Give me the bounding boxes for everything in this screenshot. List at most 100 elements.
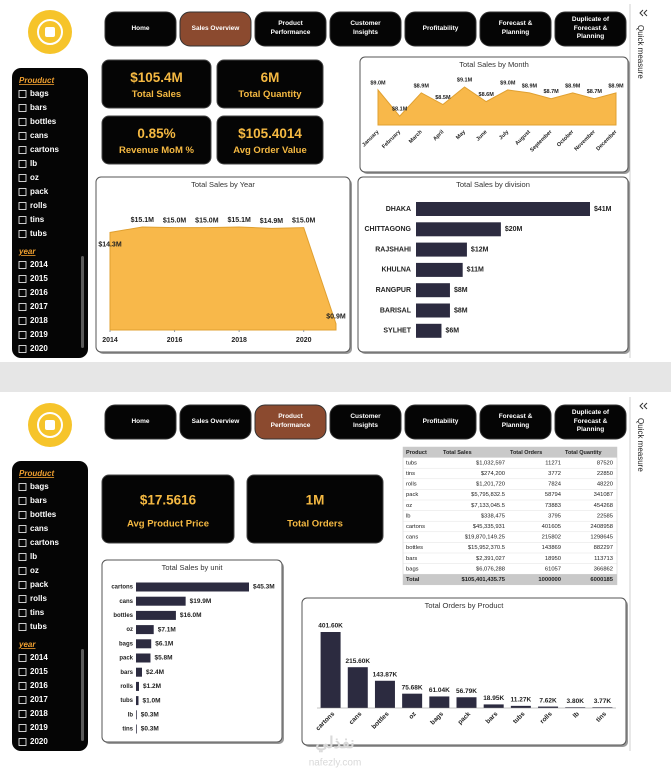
nav-label[interactable]: Sales Overview <box>191 417 240 425</box>
nav-button[interactable] <box>479 404 552 440</box>
y-tick-label: cans <box>119 599 133 605</box>
nav-button[interactable] <box>554 404 627 440</box>
nav-label-box[interactable]: Forecast & Planning <box>480 405 551 439</box>
table-cell: rolls <box>406 482 417 488</box>
nav-button[interactable] <box>179 11 252 47</box>
checkbox[interactable] <box>18 483 27 491</box>
checkbox[interactable] <box>18 553 27 561</box>
checkbox[interactable] <box>18 345 27 353</box>
checkbox[interactable] <box>18 289 27 297</box>
slicer-item: pack <box>30 187 49 196</box>
table-cell: $274,200 <box>481 471 505 477</box>
nav-label-box[interactable]: Sales Overview <box>180 12 251 46</box>
nav-button[interactable] <box>104 11 177 47</box>
nav-label-box[interactable]: Forecast & Planning <box>480 12 551 46</box>
table-cell: $2,391,027 <box>476 556 505 562</box>
nav-label[interactable]: Duplicate of Forecast & Planning <box>571 15 610 41</box>
nav-label[interactable]: Home <box>131 24 150 32</box>
checkbox[interactable] <box>18 90 27 98</box>
checkbox[interactable] <box>18 331 27 339</box>
nav-button[interactable] <box>254 11 327 47</box>
nav-label[interactable]: Forecast & Planning <box>498 20 533 36</box>
nav-label[interactable]: Product Performance <box>270 413 311 429</box>
nav-label-box[interactable]: Home <box>105 12 176 46</box>
slicer-item: tubs <box>30 622 47 631</box>
checkbox[interactable] <box>18 682 27 690</box>
checkbox[interactable] <box>18 230 27 238</box>
card-value: $105.4M <box>130 70 183 85</box>
slicer-scrollbar <box>81 256 84 348</box>
nav-label[interactable]: Product Performance <box>270 20 311 36</box>
checkbox[interactable] <box>18 710 27 718</box>
checkbox[interactable] <box>18 696 27 704</box>
checkbox[interactable] <box>18 595 27 603</box>
checkbox[interactable] <box>18 275 27 283</box>
checkbox[interactable] <box>18 724 27 732</box>
nav-button[interactable] <box>329 11 402 47</box>
nav-label[interactable]: Customer Insights <box>350 413 381 429</box>
nav-label[interactable]: Forecast & Planning <box>498 413 533 429</box>
checkbox[interactable] <box>18 146 27 154</box>
nav-label[interactable]: Profitability <box>422 417 459 425</box>
data-label: $8.9M <box>414 83 430 89</box>
table-cell: cans <box>406 535 418 541</box>
data-label: $20M <box>505 226 523 233</box>
checkbox[interactable] <box>18 738 27 746</box>
nav-button[interactable] <box>404 11 477 47</box>
nav-label[interactable]: Profitability <box>422 24 459 32</box>
checkbox[interactable] <box>18 317 27 325</box>
nav-label-box[interactable]: Product Performance <box>255 405 326 439</box>
nav-label-box[interactable]: Duplicate of Forecast & Planning <box>555 12 626 46</box>
nav-button[interactable] <box>179 404 252 440</box>
slicer-item: 2015 <box>30 274 48 283</box>
checkbox[interactable] <box>18 132 27 140</box>
nav-button[interactable] <box>479 11 552 47</box>
nav-label-box[interactable]: Sales Overview <box>180 405 251 439</box>
checkbox[interactable] <box>18 567 27 575</box>
area <box>109 226 337 331</box>
checkbox[interactable] <box>18 216 27 224</box>
nav-label[interactable]: Customer Insights <box>350 20 381 36</box>
table-header: Total Orders <box>510 450 542 456</box>
table-cell: 58794 <box>545 492 562 498</box>
checkbox[interactable] <box>18 525 27 533</box>
nav-button[interactable] <box>254 404 327 440</box>
data-label: $8.6M <box>479 92 495 98</box>
checkbox[interactable] <box>18 609 27 617</box>
checkbox[interactable] <box>18 118 27 126</box>
checkbox[interactable] <box>18 668 27 676</box>
collapse-icon[interactable] <box>639 9 648 17</box>
checkbox[interactable] <box>18 581 27 589</box>
nav-label-box[interactable]: Profitability <box>405 12 476 46</box>
nav-label[interactable]: Duplicate of Forecast & Planning <box>571 408 610 434</box>
checkbox[interactable] <box>18 654 27 662</box>
checkbox[interactable] <box>18 202 27 210</box>
data-label: 18.95K <box>483 695 504 702</box>
nav-label-box[interactable]: Profitability <box>405 405 476 439</box>
nav-button[interactable] <box>404 404 477 440</box>
checkbox[interactable] <box>18 174 27 182</box>
slicer-item: 2019 <box>30 723 48 732</box>
checkbox[interactable] <box>18 303 27 311</box>
nav-label[interactable]: Sales Overview <box>191 24 240 32</box>
checkbox[interactable] <box>18 623 27 631</box>
nav-label-box[interactable]: Product Performance <box>255 12 326 46</box>
checkbox[interactable] <box>18 160 27 168</box>
checkbox[interactable] <box>18 497 27 505</box>
nav-button[interactable] <box>554 11 627 47</box>
card-value: $105.4014 <box>238 126 302 141</box>
collapse-icon[interactable] <box>639 402 648 410</box>
checkbox[interactable] <box>18 104 27 112</box>
nav-button[interactable] <box>329 404 402 440</box>
slicer-item: bottles <box>30 510 57 519</box>
checkbox[interactable] <box>18 261 27 269</box>
nav-label-box[interactable]: Home <box>105 405 176 439</box>
checkbox[interactable] <box>18 511 27 519</box>
nav-label-box[interactable]: Duplicate of Forecast & Planning <box>555 405 626 439</box>
checkbox[interactable] <box>18 539 27 547</box>
nav-label[interactable]: Home <box>131 417 150 425</box>
nav-label-box[interactable]: Customer Insights <box>330 405 401 439</box>
checkbox[interactable] <box>18 188 27 196</box>
nav-label-box[interactable]: Customer Insights <box>330 12 401 46</box>
nav-button[interactable] <box>104 404 177 440</box>
